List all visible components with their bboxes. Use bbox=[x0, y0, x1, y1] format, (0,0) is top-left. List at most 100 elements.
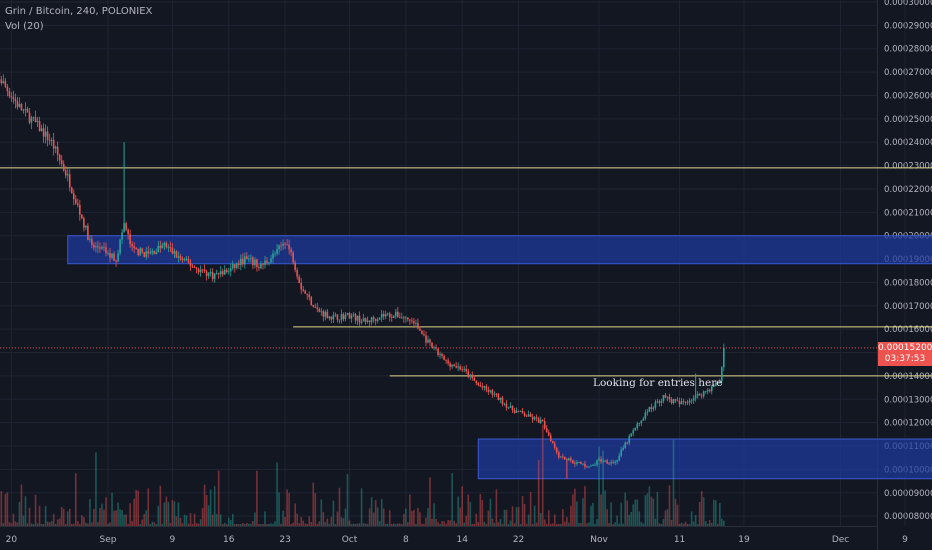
candle-body bbox=[384, 314, 387, 317]
candle-body bbox=[330, 316, 333, 320]
volume-bar bbox=[620, 502, 622, 526]
candle-body bbox=[231, 264, 234, 269]
candle-body bbox=[242, 258, 244, 265]
candle-body bbox=[46, 131, 49, 141]
volume-bar bbox=[465, 515, 468, 526]
volume-bar bbox=[425, 517, 427, 526]
volume-bar bbox=[268, 523, 270, 526]
volume-bar bbox=[348, 520, 351, 526]
candle-body bbox=[586, 466, 588, 468]
candle-body bbox=[278, 245, 280, 249]
volume-bar bbox=[350, 523, 353, 526]
x-tick-label: 9 bbox=[170, 535, 176, 545]
candle-body bbox=[551, 441, 554, 444]
candle-body bbox=[48, 140, 51, 141]
volume-bar bbox=[519, 523, 522, 526]
candle-body bbox=[141, 248, 144, 253]
volume-bar bbox=[368, 508, 371, 526]
candle-body bbox=[338, 319, 341, 321]
volume-bar bbox=[394, 523, 397, 526]
candle-body bbox=[413, 321, 415, 324]
volume-bar bbox=[346, 473, 349, 526]
symbol-title: Grin / Bitcoin, 240, POLONIEX bbox=[5, 6, 153, 17]
candle-body bbox=[491, 390, 494, 395]
candle-body bbox=[248, 258, 250, 260]
candle-body bbox=[712, 386, 715, 387]
volume-bar bbox=[85, 522, 87, 526]
volume-bar bbox=[495, 489, 498, 526]
volume-bar bbox=[630, 511, 633, 526]
volume-bar bbox=[503, 509, 506, 526]
candle-body bbox=[217, 272, 220, 275]
volume-bar bbox=[238, 523, 240, 526]
volume-bar bbox=[72, 523, 75, 526]
candle-body bbox=[169, 247, 172, 249]
candle-body bbox=[455, 366, 457, 368]
candle-body bbox=[159, 245, 162, 249]
volume-bar bbox=[14, 521, 17, 526]
candle-body bbox=[674, 399, 677, 401]
candle-body bbox=[461, 369, 463, 371]
candle-body bbox=[326, 311, 329, 319]
candle-body bbox=[221, 271, 224, 275]
y-tick-label: 0.00008000 bbox=[884, 512, 932, 522]
volume-bar bbox=[654, 518, 657, 526]
volume-bar bbox=[286, 489, 288, 526]
volume-bar bbox=[386, 523, 389, 526]
volume-bar bbox=[292, 522, 294, 526]
y-tick-label: 0.00021000 bbox=[884, 208, 932, 218]
candle-body bbox=[634, 428, 637, 431]
volume-bar bbox=[10, 523, 13, 526]
candle-body bbox=[660, 401, 663, 403]
candle-body bbox=[682, 401, 685, 403]
candle-body bbox=[109, 252, 111, 258]
volume-bar bbox=[242, 523, 244, 526]
candle-body bbox=[463, 368, 466, 370]
candle-body bbox=[415, 322, 417, 324]
volume-bar bbox=[177, 502, 180, 526]
volume-bar bbox=[453, 520, 455, 526]
volume-bar bbox=[423, 523, 425, 526]
volume-bar bbox=[433, 503, 435, 526]
volume-bar bbox=[252, 521, 254, 526]
volume-bar bbox=[352, 523, 355, 526]
candle-body bbox=[421, 330, 423, 335]
candle-body bbox=[44, 131, 47, 137]
candle-body bbox=[282, 243, 284, 246]
candle-body bbox=[75, 199, 77, 204]
volume-bar bbox=[626, 500, 629, 526]
candle-body bbox=[302, 289, 305, 291]
volume-bar bbox=[392, 523, 395, 526]
y-tick-label: 0.00013000 bbox=[884, 395, 932, 405]
candle-body bbox=[66, 174, 69, 176]
volume-bar bbox=[24, 496, 27, 526]
volume-bar bbox=[103, 509, 105, 526]
y-tick-label: 0.00017000 bbox=[884, 302, 932, 312]
volume-bar bbox=[312, 482, 315, 526]
volume-bar bbox=[477, 522, 480, 526]
candle-body bbox=[433, 347, 435, 349]
volume-bar bbox=[344, 508, 347, 526]
volume-bar bbox=[64, 523, 67, 526]
volume-bar bbox=[642, 523, 645, 526]
volume-bar bbox=[233, 523, 236, 526]
volume-bar bbox=[582, 498, 584, 526]
candle-body bbox=[443, 355, 445, 360]
candle-body bbox=[233, 264, 236, 269]
candle-body bbox=[20, 104, 23, 111]
candle-body bbox=[710, 386, 713, 392]
candle-body bbox=[465, 368, 468, 372]
candle-body bbox=[24, 108, 27, 110]
candle-body bbox=[129, 234, 131, 245]
candle-body bbox=[485, 386, 488, 390]
candle-body bbox=[535, 417, 538, 419]
volume-bar bbox=[594, 523, 596, 526]
volume-bar bbox=[640, 521, 643, 526]
volume-bar bbox=[380, 499, 383, 526]
candle-body bbox=[101, 246, 103, 249]
candle-body bbox=[638, 423, 641, 424]
volume-bar bbox=[499, 519, 502, 526]
candle-body bbox=[652, 407, 655, 409]
